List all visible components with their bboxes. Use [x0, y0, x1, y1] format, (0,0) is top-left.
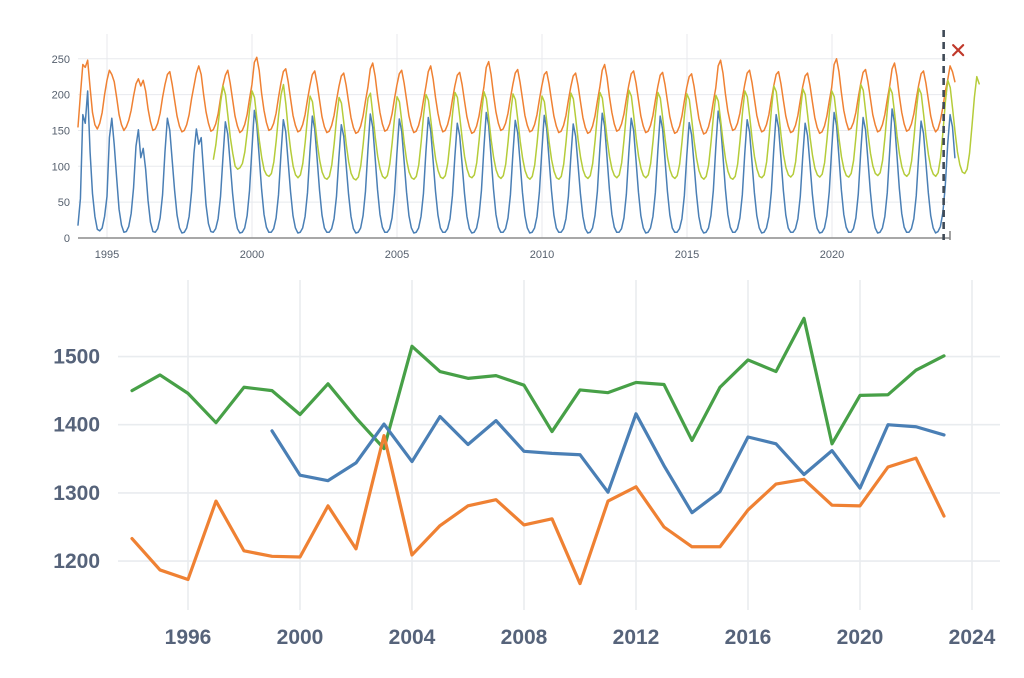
top-y-tick: 250: [52, 54, 70, 66]
top-x-tick: 1995: [95, 249, 119, 261]
bottom-y-tick: 1500: [53, 346, 100, 369]
bottom-series-blue: [270, 412, 946, 515]
top-tick-labels: 0 50 100 150 200 250 1995 2000 2005 2010 2015 2020: [52, 54, 845, 261]
top-chart-svg: 0 50 100 150 200 250 1995 2000 2005 2010 2015 2020: [52, 30, 980, 261]
bottom-y-tick: 1400: [53, 414, 100, 437]
top-series-yellowgreen: [212, 75, 980, 181]
top-x-tick: 2000: [240, 249, 264, 261]
bottom-chart-panel: 1200 1300 1400 1500 1996 2000 2004 2008 2012 2016…: [0, 280, 1024, 678]
bottom-x-tick: 2008: [501, 626, 548, 649]
bottom-x-tick: 2020: [837, 626, 884, 649]
top-chart-panel: 0 50 100 150 200 250 1995 2000 2005 2010 2015 2020: [0, 0, 1024, 280]
top-x-tick: 2020: [820, 249, 844, 261]
bottom-y-tick: 1200: [53, 550, 100, 573]
bottom-series-green: [130, 316, 946, 451]
top-grid: [78, 34, 948, 238]
top-y-tick: 0: [64, 233, 70, 245]
top-y-tick: 150: [52, 125, 70, 137]
bottom-series-orange: [130, 434, 946, 586]
bottom-x-tick: 2024: [949, 626, 996, 649]
top-y-tick: 200: [52, 90, 70, 102]
top-series-group: [77, 56, 980, 234]
top-x-tick: 2010: [530, 249, 554, 261]
top-y-tick: 50: [58, 197, 70, 209]
bottom-x-tick: 1996: [165, 626, 212, 649]
bottom-tick-labels: 1200 1300 1400 1500 1996 2000 2004 2008 2012 2016…: [53, 346, 995, 649]
bottom-x-tick: 2000: [277, 626, 324, 649]
bottom-series-group: [130, 316, 946, 586]
bottom-grid: [118, 280, 1000, 610]
top-x-tick: 2015: [675, 249, 699, 261]
bottom-y-tick: 1300: [53, 482, 100, 505]
bottom-x-tick: 2016: [725, 626, 772, 649]
top-series-blue: [77, 90, 956, 234]
bottom-x-tick: 2004: [389, 626, 436, 649]
top-x-tick: 2005: [385, 249, 409, 261]
x-marker-icon[interactable]: [952, 44, 965, 57]
top-y-tick: 100: [52, 161, 70, 173]
bottom-chart-svg: 1200 1300 1400 1500 1996 2000 2004 2008 2012 2016…: [53, 280, 1000, 649]
top-series-orange: [77, 56, 956, 135]
bottom-x-tick: 2012: [613, 626, 660, 649]
